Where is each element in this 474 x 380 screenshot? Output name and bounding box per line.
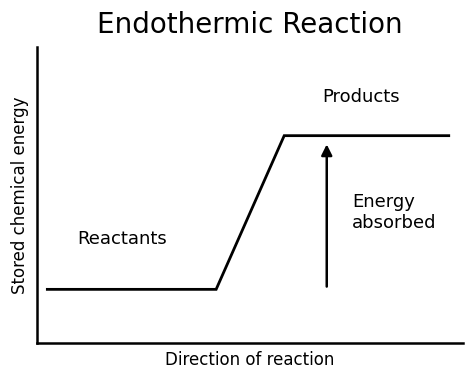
- X-axis label: Direction of reaction: Direction of reaction: [165, 351, 335, 369]
- Title: Endothermic Reaction: Endothermic Reaction: [97, 11, 403, 39]
- Text: Products: Products: [322, 88, 400, 106]
- Text: Energy
absorbed: Energy absorbed: [352, 193, 437, 232]
- Y-axis label: Stored chemical energy: Stored chemical energy: [11, 96, 29, 293]
- Text: Reactants: Reactants: [78, 230, 167, 248]
